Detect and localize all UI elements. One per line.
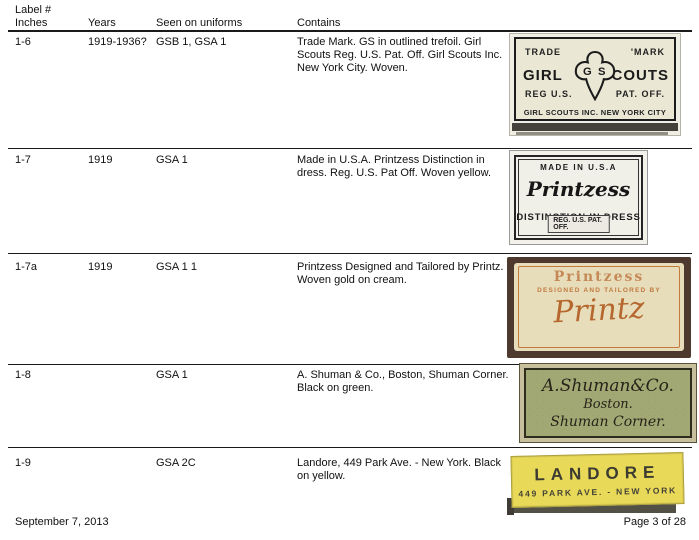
cell-years: 1919 xyxy=(88,261,113,273)
label-face: LANDORE 449 PARK AVE. - NEW YORK xyxy=(510,452,685,508)
label-text: Shuman Corner. xyxy=(550,414,666,430)
cell-years: 1919-1936? xyxy=(88,36,147,48)
cell-label-number: 1-7a xyxy=(15,261,38,273)
cell-contains: Made in U.S.A. Printzess Distinction in … xyxy=(297,154,492,179)
column-header-inches: Inches xyxy=(15,17,48,29)
label-text: Boston. xyxy=(583,397,633,412)
cell-label-number: 1-8 xyxy=(15,369,31,381)
label-text: Printzess xyxy=(526,177,631,201)
label-text: LANDORE xyxy=(534,462,661,485)
label-face xyxy=(514,263,684,351)
label-text: GIRL SCOUTS INC. NEW YORK CITY xyxy=(523,108,667,117)
label-face: TRADE 'MARK GIRL SCOUTS REG U.S. PAT. OF… xyxy=(514,37,676,121)
label-text: DESIGNED AND TAILORED BY xyxy=(537,287,661,294)
cell-contains: Printzess Designed and Tailored by Print… xyxy=(297,261,504,286)
cell-years: 1919 xyxy=(88,154,113,166)
label-face: A.Shuman&Co. Boston. Shuman Corner. xyxy=(524,368,692,438)
cell-uniforms: GSB 1, GSA 1 xyxy=(156,36,227,48)
column-header-years: Years xyxy=(88,17,116,29)
row-divider xyxy=(8,447,692,449)
label-text: MADE IN U.S.A xyxy=(540,163,617,172)
label-text: TRADE xyxy=(525,47,561,57)
cell-label-number: 1-7 xyxy=(15,154,31,166)
photo-edge xyxy=(509,504,676,513)
label-face: MADE IN U.S.A Printzess DISTINCTION IN D… xyxy=(514,155,643,240)
photo-edge xyxy=(512,123,678,131)
label-text: Printzess xyxy=(553,269,645,285)
photo-edge xyxy=(507,498,514,515)
footer-page-number: Page 3 of 28 xyxy=(623,516,686,528)
label-text: SCOUTS xyxy=(600,67,669,84)
header-divider xyxy=(8,30,692,32)
column-header-label-number: Label # xyxy=(15,4,52,16)
label-photo-landore: LANDORE 449 PARK AVE. - NEW YORK xyxy=(507,452,688,515)
cell-uniforms: GSA 1 xyxy=(156,154,188,166)
column-header-contains: Contains xyxy=(297,17,341,29)
cell-uniforms: GSA 2C xyxy=(156,457,196,469)
label-text: 'MARK xyxy=(630,47,665,57)
footer-date: September 7, 2013 xyxy=(15,516,109,528)
cell-contains: Trade Mark. GS in outlined trefoil. Girl… xyxy=(297,36,503,74)
label-photo-girl-scouts: TRADE 'MARK GIRL SCOUTS REG U.S. PAT. OF… xyxy=(509,33,681,136)
label-text: REG U.S. xyxy=(525,89,573,99)
cell-label-number: 1-6 xyxy=(15,36,31,48)
cell-contains: Landore, 449 Park Ave. - New York. Black… xyxy=(297,457,502,482)
cell-contains: A. Shuman & Co., Boston, Shuman Corner. … xyxy=(297,369,509,394)
photo-edge xyxy=(516,132,668,135)
cell-uniforms: GSA 1 xyxy=(156,369,188,381)
cell-label-number: 1-9 xyxy=(15,457,31,469)
row-divider xyxy=(8,364,692,366)
label-text: PAT. OFF. xyxy=(615,89,665,99)
label-text: A.Shuman&Co. xyxy=(542,376,674,396)
label-photo-shuman: A.Shuman&Co. Boston. Shuman Corner. xyxy=(519,363,697,443)
trefoil-icon: G S xyxy=(574,50,616,102)
label-text: 449 PARK AVE. - NEW YORK xyxy=(518,485,678,499)
label-photo-printzess: MADE IN U.S.A Printzess DISTINCTION IN D… xyxy=(509,150,648,245)
label-text: REG. U.S. PAT. OFF. xyxy=(547,215,610,233)
column-header-seen-on-uniforms: Seen on uniforms xyxy=(156,17,243,29)
cell-uniforms: GSA 1 1 xyxy=(156,261,197,273)
label-text: GIRL xyxy=(523,67,563,84)
label-border xyxy=(518,266,680,348)
row-divider xyxy=(8,148,692,150)
label-photo-printz: Printzess DESIGNED AND TAILORED BY Print… xyxy=(507,257,691,358)
row-divider xyxy=(8,253,692,255)
trefoil-monogram: G S xyxy=(583,66,607,78)
